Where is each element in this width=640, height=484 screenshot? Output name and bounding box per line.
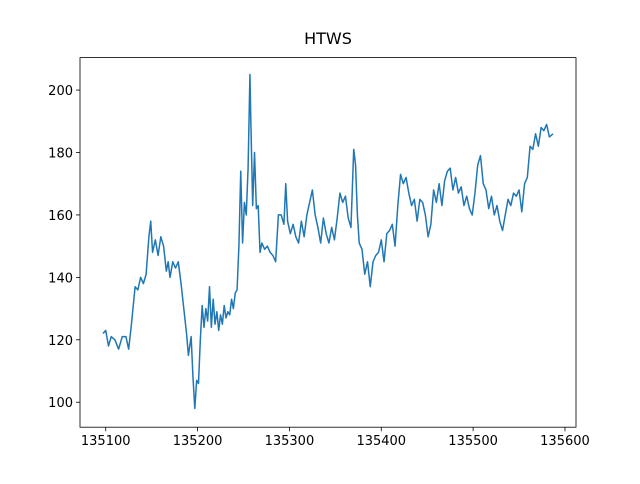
y-tick-label: 180: [48, 146, 73, 161]
y-tick-label: 100: [48, 396, 73, 411]
x-tick-label: 135600: [540, 434, 590, 449]
line-series: [102, 73, 554, 410]
x-tick-label: 135200: [173, 434, 223, 449]
x-tick-label: 135400: [356, 434, 406, 449]
plot-frame: [79, 57, 577, 428]
y-tick-label: 160: [48, 209, 73, 224]
x-tick-label: 135100: [81, 434, 131, 449]
chart-title: HTWS: [304, 29, 352, 48]
x-tick-label: 135300: [265, 434, 315, 449]
y-tick-label: 200: [48, 84, 73, 99]
y-tick-label: 120: [48, 334, 73, 349]
y-tick-label: 140: [48, 271, 73, 286]
x-tick-label: 135500: [448, 434, 498, 449]
